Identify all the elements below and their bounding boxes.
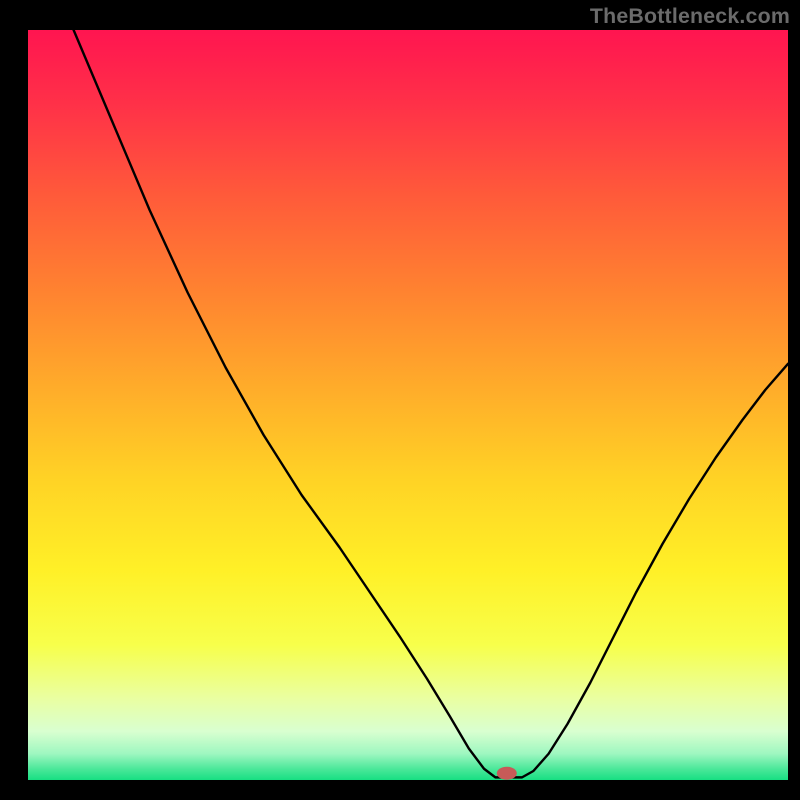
optimal-point-marker: [497, 767, 517, 780]
plot-area: [28, 30, 788, 780]
chart-frame: TheBottleneck.com: [0, 0, 800, 800]
gradient-background: [28, 30, 788, 780]
watermark-text: TheBottleneck.com: [590, 4, 790, 29]
bottleneck-curve-chart: [28, 30, 788, 780]
